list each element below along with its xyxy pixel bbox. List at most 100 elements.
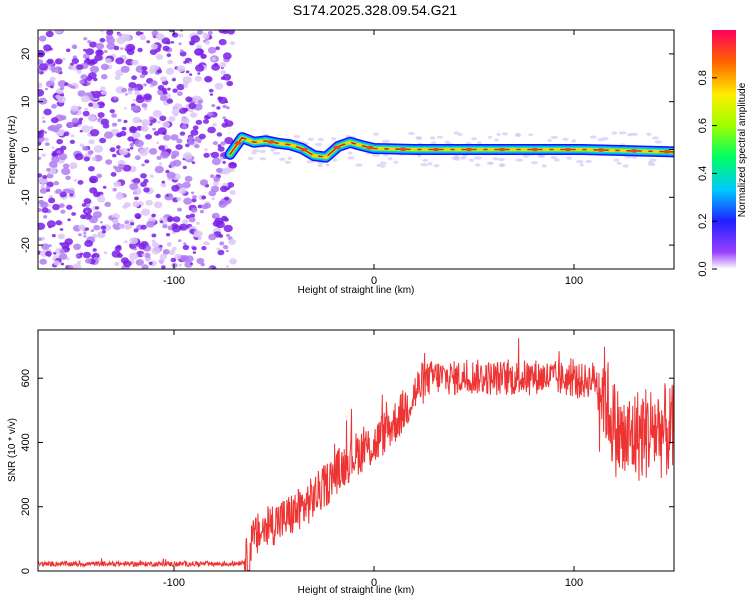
halo-speckle	[306, 160, 315, 164]
noise-speckle	[193, 230, 203, 238]
noise-speckle	[208, 190, 217, 197]
noise-speckle	[166, 233, 171, 237]
noise-speckle	[195, 119, 203, 125]
noise-speckle	[38, 82, 43, 89]
noise-speckle	[106, 42, 116, 50]
noise-speckle	[112, 222, 122, 230]
track-hotspot	[421, 147, 429, 152]
noise-speckle	[226, 106, 230, 110]
noise-speckle	[111, 122, 118, 127]
noise-speckle	[217, 249, 225, 256]
halo-speckle	[515, 158, 524, 162]
halo-speckle	[457, 132, 463, 137]
noise-speckle	[155, 33, 165, 41]
noise-speckle	[195, 64, 205, 72]
noise-speckle	[210, 151, 220, 159]
noise-speckle	[122, 164, 132, 172]
noise-speckle	[46, 168, 51, 172]
noise-speckle	[119, 223, 126, 229]
noise-speckle	[48, 197, 56, 204]
noise-speckle	[125, 227, 129, 230]
noise-speckle	[167, 87, 171, 91]
noise-speckle	[171, 109, 180, 116]
noise-speckle	[166, 98, 174, 104]
spectrogram-track	[224, 132, 674, 163]
noise-speckle	[40, 184, 46, 189]
noise-speckle	[192, 125, 199, 130]
noise-speckle	[42, 175, 48, 179]
noise-speckle	[192, 195, 197, 199]
noise-speckle	[157, 85, 165, 91]
noise-speckle	[89, 65, 100, 74]
noise-speckle	[61, 57, 66, 61]
noise-speckle	[201, 246, 207, 251]
noise-speckle	[199, 179, 209, 186]
noise-speckle	[134, 139, 144, 148]
noise-speckle	[159, 217, 168, 225]
noise-speckle	[216, 106, 221, 110]
noise-speckle	[38, 59, 44, 65]
track-hotspot	[586, 147, 594, 152]
noise-speckle	[220, 141, 226, 146]
noise-speckle	[51, 234, 56, 238]
noise-speckle	[86, 82, 91, 86]
halo-speckle	[379, 164, 386, 168]
noise-speckle	[112, 153, 117, 158]
noise-speckle	[115, 193, 124, 200]
halo-speckle	[589, 135, 597, 139]
noise-speckle	[85, 57, 90, 62]
noise-speckle	[59, 86, 65, 91]
noise-speckle	[131, 59, 139, 66]
noise-speckle	[123, 119, 128, 124]
halo-speckle	[651, 136, 659, 140]
noise-speckle	[204, 75, 213, 83]
noise-speckle	[41, 153, 46, 157]
noise-speckle	[59, 132, 64, 137]
halo-speckle	[562, 137, 569, 141]
halo-speckle	[613, 158, 620, 162]
noise-speckle	[158, 258, 165, 264]
noise-speckle	[197, 204, 203, 209]
noise-speckle	[113, 45, 120, 51]
noise-speckle	[134, 196, 139, 201]
noise-speckle	[123, 260, 132, 268]
halo-speckle	[646, 132, 652, 136]
noise-speckle	[154, 165, 164, 174]
noise-speckle	[78, 233, 82, 237]
noise-speckle	[123, 34, 132, 42]
halo-speckle	[415, 136, 422, 140]
spectrogram-xtick-label: -100	[163, 275, 185, 287]
noise-speckle	[168, 30, 175, 33]
noise-speckle	[198, 133, 206, 140]
halo-speckle	[382, 139, 390, 143]
colorbar-tick-label: 0.0	[697, 261, 709, 276]
noise-speckle	[181, 117, 190, 125]
noise-speckle	[101, 90, 107, 95]
noise-speckle	[187, 140, 195, 146]
noise-speckle	[127, 90, 133, 95]
noise-speckle	[165, 67, 175, 75]
noise-speckle	[39, 258, 47, 265]
noise-speckle	[178, 42, 182, 45]
track-hotspot	[267, 140, 275, 144]
track-hotspot	[564, 147, 572, 152]
noise-speckle	[203, 119, 209, 124]
noise-speckle	[100, 63, 109, 71]
noise-speckle	[44, 87, 49, 91]
noise-speckle	[66, 247, 70, 251]
noise-speckle	[83, 198, 92, 205]
track-hotspot	[498, 147, 506, 152]
noise-speckle	[176, 65, 186, 72]
noise-speckle	[59, 253, 68, 260]
noise-speckle	[48, 195, 53, 199]
noise-speckle	[66, 204, 73, 210]
halo-speckle	[422, 158, 429, 162]
colorbar: 0.0 0.2 0.4 0.6 0.8 Normalized spectral ampl…	[697, 30, 748, 277]
noise-speckle	[127, 136, 135, 142]
noise-speckle	[133, 247, 137, 251]
noise-speckle	[218, 30, 226, 34]
noise-speckle	[182, 219, 189, 225]
noise-speckle	[156, 155, 162, 160]
